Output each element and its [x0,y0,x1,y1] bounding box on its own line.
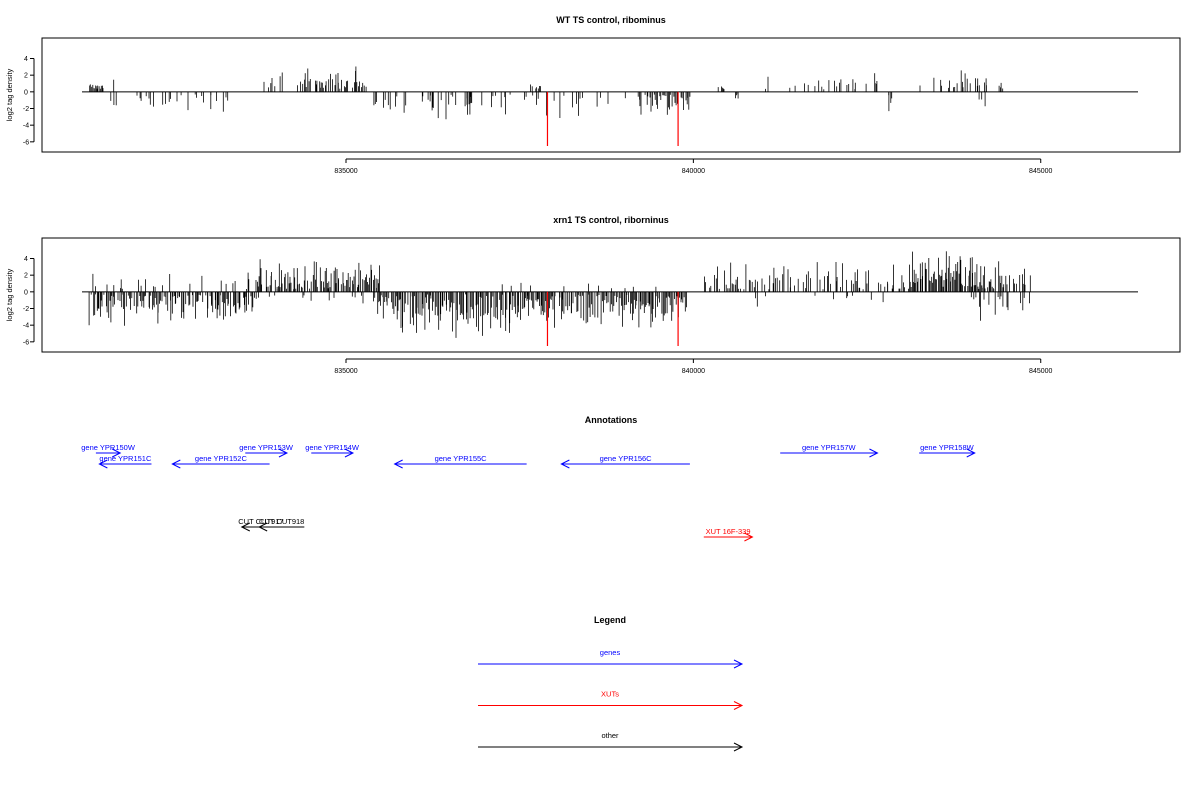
legend-title: Legend [594,615,626,625]
wt-axes: -6 -4 -2 0 2 4 835000 840000 845000 [23,56,1053,175]
feature-label: CUT CUT917 [238,517,283,526]
xrn1-xtick-label: 835000 [334,368,357,375]
feature-label: gene YPR151C [99,454,152,463]
xrn1-xtick-label: 845000 [1029,368,1052,375]
feature-arrow-head [560,459,570,469]
feature-label: gene YPR155C [435,454,488,463]
feature-arrow-head [744,532,754,542]
wt-ylabel: log2 tag density [5,68,14,121]
legend-label: XUTs [601,690,619,699]
wt-bars [82,66,1138,146]
xrn1-ytick-label: 2 [24,273,28,280]
wt-title: WT TS control, ribominus [556,15,666,25]
wt-ytick-label: -4 [23,123,29,130]
legend-arrow-head [733,659,744,669]
legend-arrow-head [733,701,744,710]
annotations-title: Annotations [585,415,638,425]
wt-xtick-label: 835000 [334,168,357,175]
feature-arrow-head [278,448,289,458]
feature-arrow-head [171,459,181,469]
annotation-features: gene YPR150W gene YPR151C gene YPR152C gene… [81,443,976,542]
feature-label: gene YPR158W [920,443,975,452]
feature-label: CUT CUT918 [259,517,304,526]
wt-ytick-label: 0 [24,89,28,96]
xrn1-plot-frame [41,237,1181,353]
feature-arrow-head [344,448,355,458]
feature-arrow-head [258,522,268,532]
xrn1-ytick-label: -2 [23,306,29,313]
panel-xrn1: xrn1 TS control, riborninus log2 tag den… [5,215,1181,375]
wt-ytick-label: 4 [24,56,28,63]
feature-label: gene YPR150W [81,443,136,452]
xrn1-ytick-label: -6 [23,339,29,346]
xrn1-ytick-label: 0 [24,289,28,296]
feature-label: gene YPR152C [195,454,248,463]
feature-label: gene YPR156C [600,454,653,463]
feature-label: gene YPR157W [802,443,857,452]
xrn1-ytick-label: 4 [24,256,28,263]
feature-arrow-head [98,459,108,469]
wt-ytick-label: 2 [24,73,28,80]
panel-wt: WT TS control, ribominus log2 tag densit… [5,15,1181,175]
xrn1-ylabel: log2 tag density [5,268,14,321]
legend-label: other [601,731,619,740]
feature-arrow-head [111,448,122,458]
feature-arrow-head [966,448,976,458]
legend-arrow-head [733,742,744,752]
xrn1-xtick-label: 840000 [682,368,705,375]
feature-arrow-head [869,448,879,458]
wt-plot-frame [41,37,1181,153]
legend-items: genes XUTs other [478,648,744,752]
feature-arrow-head [393,459,403,469]
xrn1-bars [82,251,1138,346]
wt-ytick-label: -6 [23,139,29,146]
wt-xtick-label: 840000 [682,168,705,175]
xrn1-title: xrn1 TS control, riborninus [553,215,669,225]
xrn1-axes: -6 -4 -2 0 2 4 835000 840000 845000 [23,256,1053,375]
panel-legend: Legend genes XUTs other [478,615,744,752]
feature-arrow-head [240,522,251,532]
feature-label: XUT 16F-339 [706,527,751,536]
legend-label: genes [600,648,621,657]
feature-label: gene YPR154W [305,443,360,452]
wt-ytick-label: -2 [23,106,29,113]
wt-xtick-label: 845000 [1029,168,1052,175]
feature-label: gene YPR153W [239,443,294,452]
xrn1-ytick-label: -4 [23,323,29,330]
